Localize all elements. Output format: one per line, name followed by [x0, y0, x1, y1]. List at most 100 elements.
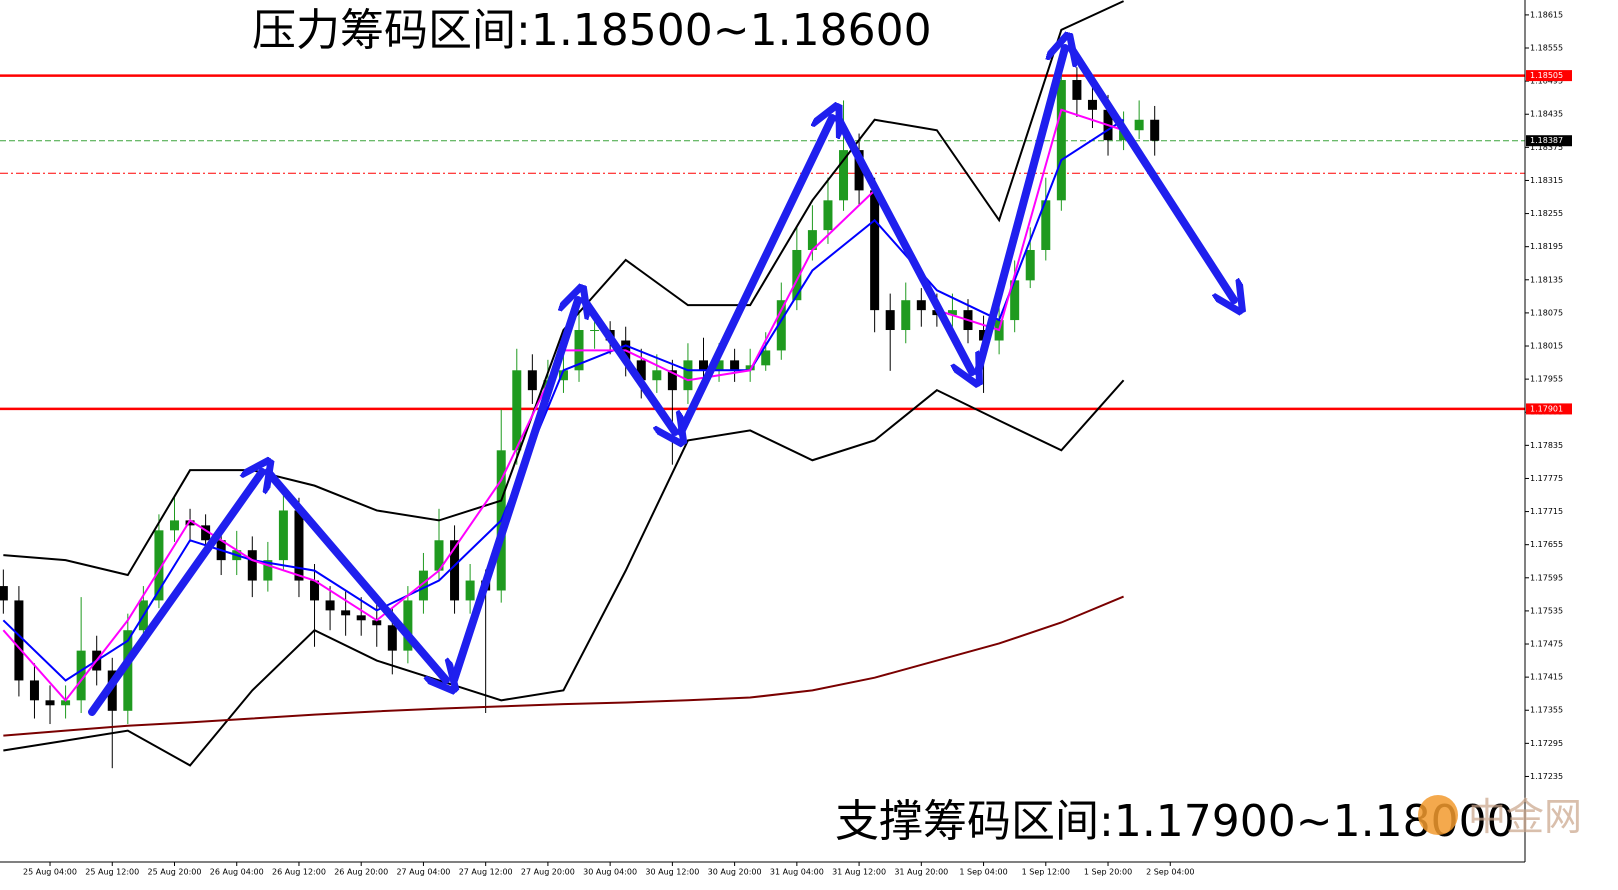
x-tick-label: 27 Aug 12:00	[459, 868, 513, 877]
watermark: 中金网	[1468, 795, 1582, 839]
x-tick-label: 30 Aug 12:00	[645, 868, 699, 877]
candle-body	[839, 150, 849, 201]
candle-body	[916, 300, 926, 311]
candle-body	[683, 360, 693, 391]
candle-body	[901, 300, 911, 331]
y-tick-label: 1.17235	[1530, 772, 1563, 781]
candle-body	[294, 510, 304, 581]
candle-body	[325, 600, 335, 611]
arrow	[677, 118, 832, 436]
candle-body	[29, 680, 39, 701]
candle-body	[730, 360, 740, 371]
candle-body	[14, 600, 24, 681]
y-tick-label: 1.17595	[1530, 573, 1563, 582]
candle-body	[527, 370, 537, 391]
candle-body	[123, 630, 133, 711]
candle-body	[512, 370, 522, 451]
candle-body	[169, 520, 179, 531]
y-tick-label: 1.18555	[1530, 44, 1563, 53]
x-tick-label: 26 Aug 12:00	[272, 868, 326, 877]
price-tag-label: 1.18387	[1530, 136, 1563, 145]
candle-body	[372, 620, 382, 626]
y-tick-label: 1.17715	[1530, 507, 1563, 516]
candle-body	[652, 370, 662, 381]
candle-body	[870, 190, 880, 311]
y-tick-label: 1.18255	[1530, 209, 1563, 218]
y-tick-label: 1.18435	[1530, 110, 1563, 119]
candle-body	[1134, 119, 1144, 131]
x-tick-label: 25 Aug 04:00	[23, 868, 77, 877]
indicator-line	[3, 595, 1124, 737]
y-tick-label: 1.17955	[1530, 375, 1563, 384]
candle-body	[776, 300, 786, 351]
price-tag	[1526, 135, 1572, 147]
candle-body	[558, 370, 568, 381]
candle-body	[341, 610, 351, 616]
price-tag	[1526, 70, 1572, 82]
arrow	[88, 472, 262, 716]
y-tick-label: 1.18195	[1530, 242, 1563, 251]
candle-body	[1087, 99, 1097, 110]
candle-body	[1010, 280, 1020, 321]
y-tick-label: 1.18075	[1530, 308, 1563, 317]
candle-body	[387, 625, 397, 651]
candle-body	[418, 570, 428, 601]
y-tick-label: 1.17775	[1530, 474, 1563, 483]
x-tick-label: 26 Aug 04:00	[210, 868, 264, 877]
candle-body	[1056, 80, 1066, 201]
trend-arrows	[88, 44, 1234, 716]
price-tag	[1526, 403, 1572, 415]
y-tick-label: 1.17655	[1530, 540, 1563, 549]
candle-body	[745, 365, 755, 371]
candle-body	[714, 360, 724, 371]
y-tick-label: 1.18375	[1530, 143, 1563, 152]
arrow	[264, 468, 446, 680]
arrow	[450, 300, 578, 684]
candle-body	[434, 540, 444, 571]
candle-body	[247, 550, 257, 581]
x-tick-label: 2 Sep 04:00	[1146, 868, 1194, 877]
y-tick-label: 1.17475	[1530, 640, 1563, 649]
candle-body	[823, 200, 833, 231]
price-tag-label: 1.17901	[1530, 404, 1563, 413]
x-tick-label: 27 Aug 20:00	[521, 868, 575, 877]
arrow	[1067, 44, 1234, 300]
candle-body	[885, 310, 895, 331]
chart-subtitle: 支撑筹码区间:1.17900~1.18000	[835, 796, 1515, 847]
candle-body	[76, 650, 86, 701]
arrow	[580, 296, 675, 432]
candle-body	[1025, 249, 1035, 281]
candle-body	[1072, 80, 1082, 100]
candle-body	[807, 230, 817, 250]
logo	[1418, 795, 1458, 835]
candle-body	[667, 370, 677, 391]
indicator-line	[3, 0, 1125, 577]
y-tick-label: 1.17295	[1530, 739, 1563, 748]
arrow	[834, 114, 972, 372]
chart-title: 压力筹码区间:1.18500~1.18600	[252, 5, 932, 56]
x-tick-label: 25 Aug 20:00	[148, 868, 202, 877]
y-tick-label: 1.17415	[1530, 673, 1563, 682]
candle-body	[201, 525, 211, 541]
x-tick-label: 1 Sep 12:00	[1022, 868, 1070, 877]
candle-body	[947, 310, 957, 316]
candle-body	[154, 530, 164, 601]
indicator-line	[3, 379, 1125, 767]
price-tag-label: 1.18505	[1530, 71, 1563, 80]
candle-body	[0, 586, 8, 601]
candle-body	[590, 330, 600, 332]
candle-body	[278, 510, 288, 561]
candle-body	[465, 580, 475, 601]
x-tick-label: 26 Aug 20:00	[334, 868, 388, 877]
y-tick-label: 1.17835	[1530, 441, 1563, 450]
candle-body	[450, 540, 460, 601]
y-tick-label: 1.18315	[1530, 176, 1563, 185]
candle-body	[107, 670, 117, 711]
x-tick-label: 30 Aug 04:00	[583, 868, 637, 877]
candle-body	[403, 600, 413, 651]
plot-area	[0, 0, 1525, 769]
y-tick-label: 1.18495	[1530, 77, 1563, 86]
